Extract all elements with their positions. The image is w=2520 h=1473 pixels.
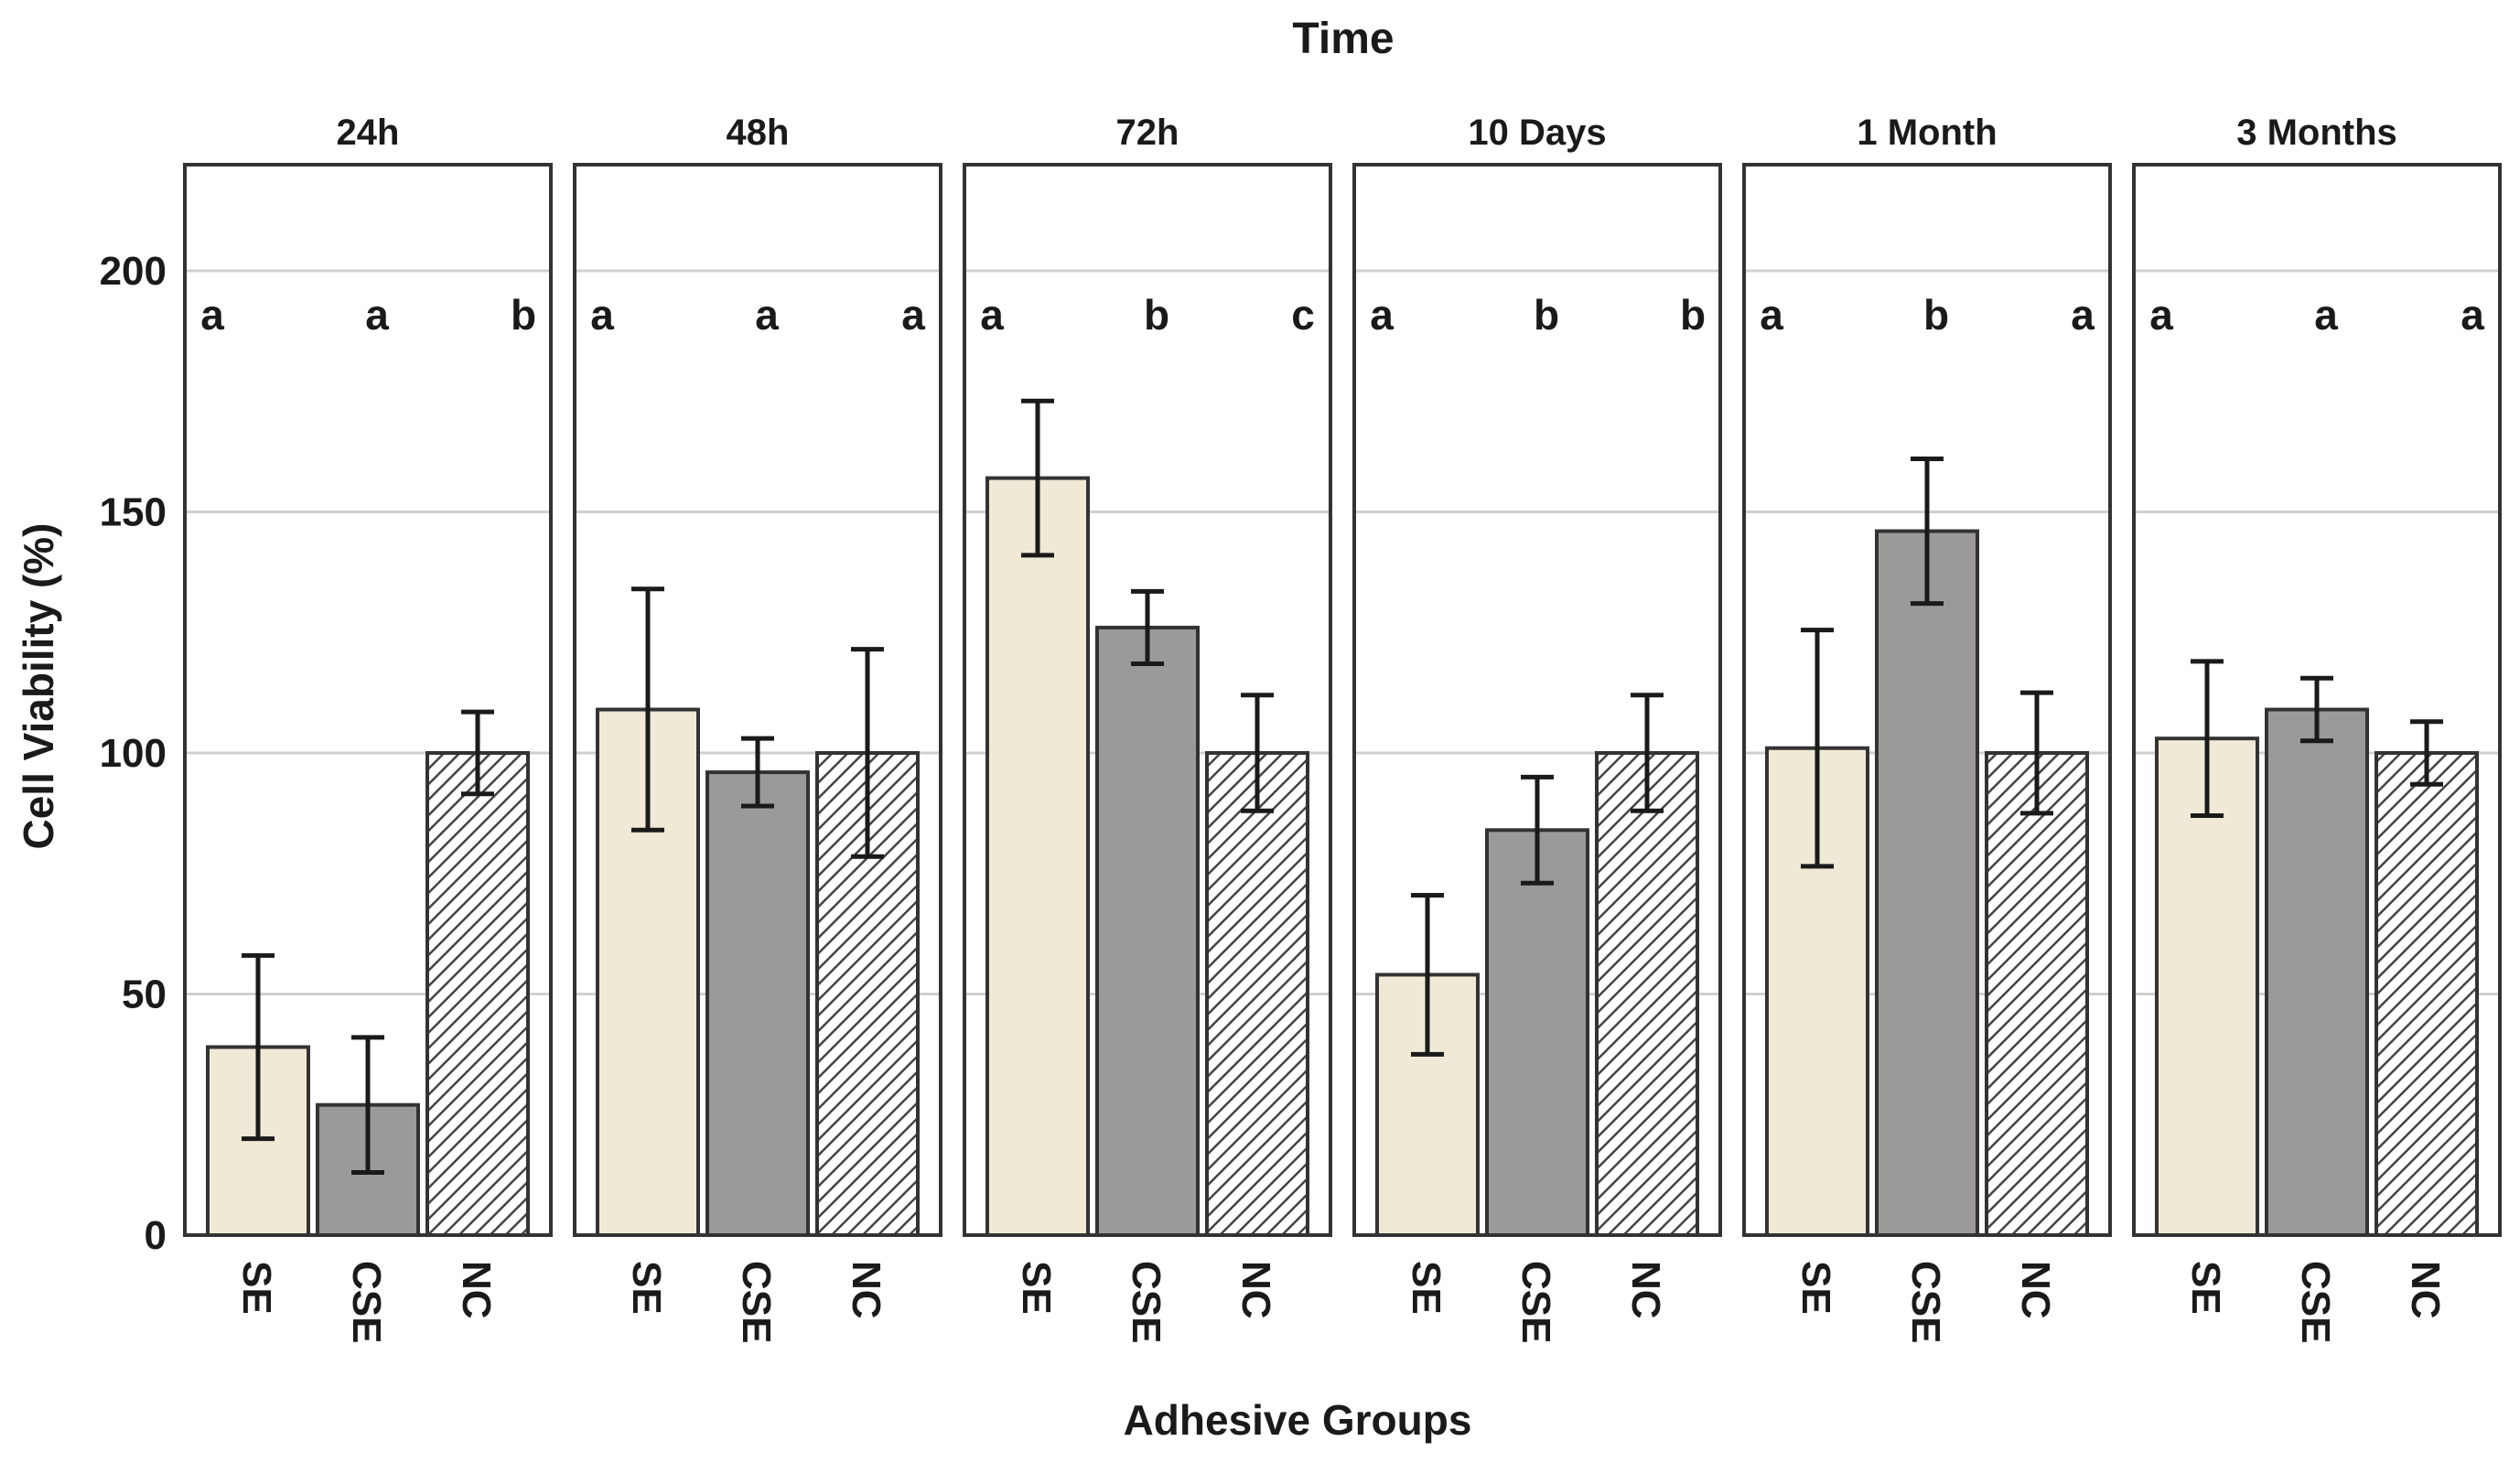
panel-frame (2132, 163, 2502, 1237)
significance-letter: a (1760, 291, 1783, 339)
x-tick-label: NC (844, 1261, 888, 1319)
panel-24h: 24h a SE a CSE b NC (183, 113, 553, 1343)
panel-title: 24h (337, 113, 400, 153)
significance-letter: b (1144, 291, 1169, 339)
panel-frame (183, 163, 553, 1237)
bar-cse (2265, 707, 2369, 1237)
x-tick-label: SE (234, 1261, 279, 1315)
significance-letter: a (2461, 291, 2484, 339)
bar-nc (815, 750, 920, 1237)
x-tick-label: NC (1233, 1261, 1278, 1319)
bar-cse (705, 770, 810, 1238)
significance-letter: b (1680, 291, 1706, 339)
significance-letter: a (365, 291, 389, 339)
panel-title: 3 Months (2236, 113, 2397, 153)
panel-72h: 72h a SE b CSE c NC (963, 113, 1332, 1343)
bar-cse (1875, 529, 1979, 1237)
x-tick-label: CSE (734, 1261, 779, 1343)
bar-nc (425, 750, 530, 1237)
panel-title: 10 Days (1468, 113, 1606, 153)
panel-48h: 48h a SE a CSE a NC (573, 113, 942, 1343)
significance-letter: a (2314, 291, 2338, 339)
x-tick-label: SE (1014, 1261, 1059, 1315)
y-tick-label: 0 (145, 1213, 167, 1258)
significance-letter: a (755, 291, 779, 339)
bar-se (985, 476, 1090, 1237)
x-tick-label: SE (1404, 1261, 1448, 1315)
x-tick-label: SE (2183, 1261, 2228, 1315)
x-tick-label: CSE (1903, 1261, 1948, 1343)
panel-3-months: 3 Months a SE a CSE a NC (2132, 113, 2502, 1343)
y-tick-label: 50 (122, 972, 167, 1016)
panel-10-days: 10 Days a SE b CSE b NC (1352, 113, 1722, 1343)
significance-letter: b (1923, 291, 1949, 339)
x-tick-label: SE (624, 1261, 669, 1315)
significance-letter: a (1370, 291, 1394, 339)
significance-letter: c (1291, 291, 1315, 339)
bar-nc (1595, 750, 1699, 1237)
chart-panels: 24haSEaCSEbNC48haSEaCSEaNC72haSEbCSEcNC1… (183, 113, 2502, 1343)
x-tick-label: NC (454, 1261, 499, 1319)
panel-title: 48h (727, 113, 790, 153)
bar-cse (1095, 625, 1200, 1237)
significance-letter: a (901, 291, 925, 339)
x-tick-label: CSE (1513, 1261, 1558, 1343)
y-tick-label: 200 (100, 249, 167, 294)
bar-nc (2375, 750, 2479, 1237)
x-tick-label: NC (2403, 1261, 2448, 1319)
x-tick-label: CSE (344, 1261, 389, 1343)
x-tick-label: CSE (1124, 1261, 1168, 1343)
panel-frame (1352, 163, 1722, 1237)
panel-frame (963, 163, 1332, 1237)
x-tick-label: SE (1793, 1261, 1838, 1315)
bar-cse (1485, 828, 1589, 1237)
panel-title: 1 Month (1857, 113, 1997, 153)
panel-frame (1742, 163, 2112, 1237)
panel-title: 72h (1116, 113, 1179, 153)
x-tick-label: NC (1623, 1261, 1668, 1319)
significance-letter: b (1534, 291, 1559, 339)
y-axis-label: Cell Viability (%) (15, 522, 62, 849)
significance-letter: a (980, 291, 1004, 339)
panel-frame (573, 163, 942, 1237)
significance-letter: a (590, 291, 614, 339)
significance-letter: a (2149, 291, 2173, 339)
x-tick-label: CSE (2293, 1261, 2338, 1343)
bar-se (2155, 736, 2259, 1237)
significance-letter: a (2071, 291, 2095, 339)
bar-nc (1985, 750, 2089, 1237)
significance-letter: b (511, 291, 536, 339)
bar-nc (1205, 750, 1309, 1237)
y-tick-label: 100 (100, 731, 167, 776)
y-axis-ticks: 0 50 100 150 200 (100, 249, 167, 1258)
panel-1-month: 1 Month a SE b CSE a NC (1742, 113, 2112, 1343)
significance-letter: a (200, 291, 224, 339)
chart-title: Time (1292, 15, 1394, 63)
y-tick-label: 150 (100, 489, 167, 534)
x-axis-label: Adhesive Groups (1124, 1396, 1472, 1444)
x-tick-label: NC (2013, 1261, 2058, 1319)
